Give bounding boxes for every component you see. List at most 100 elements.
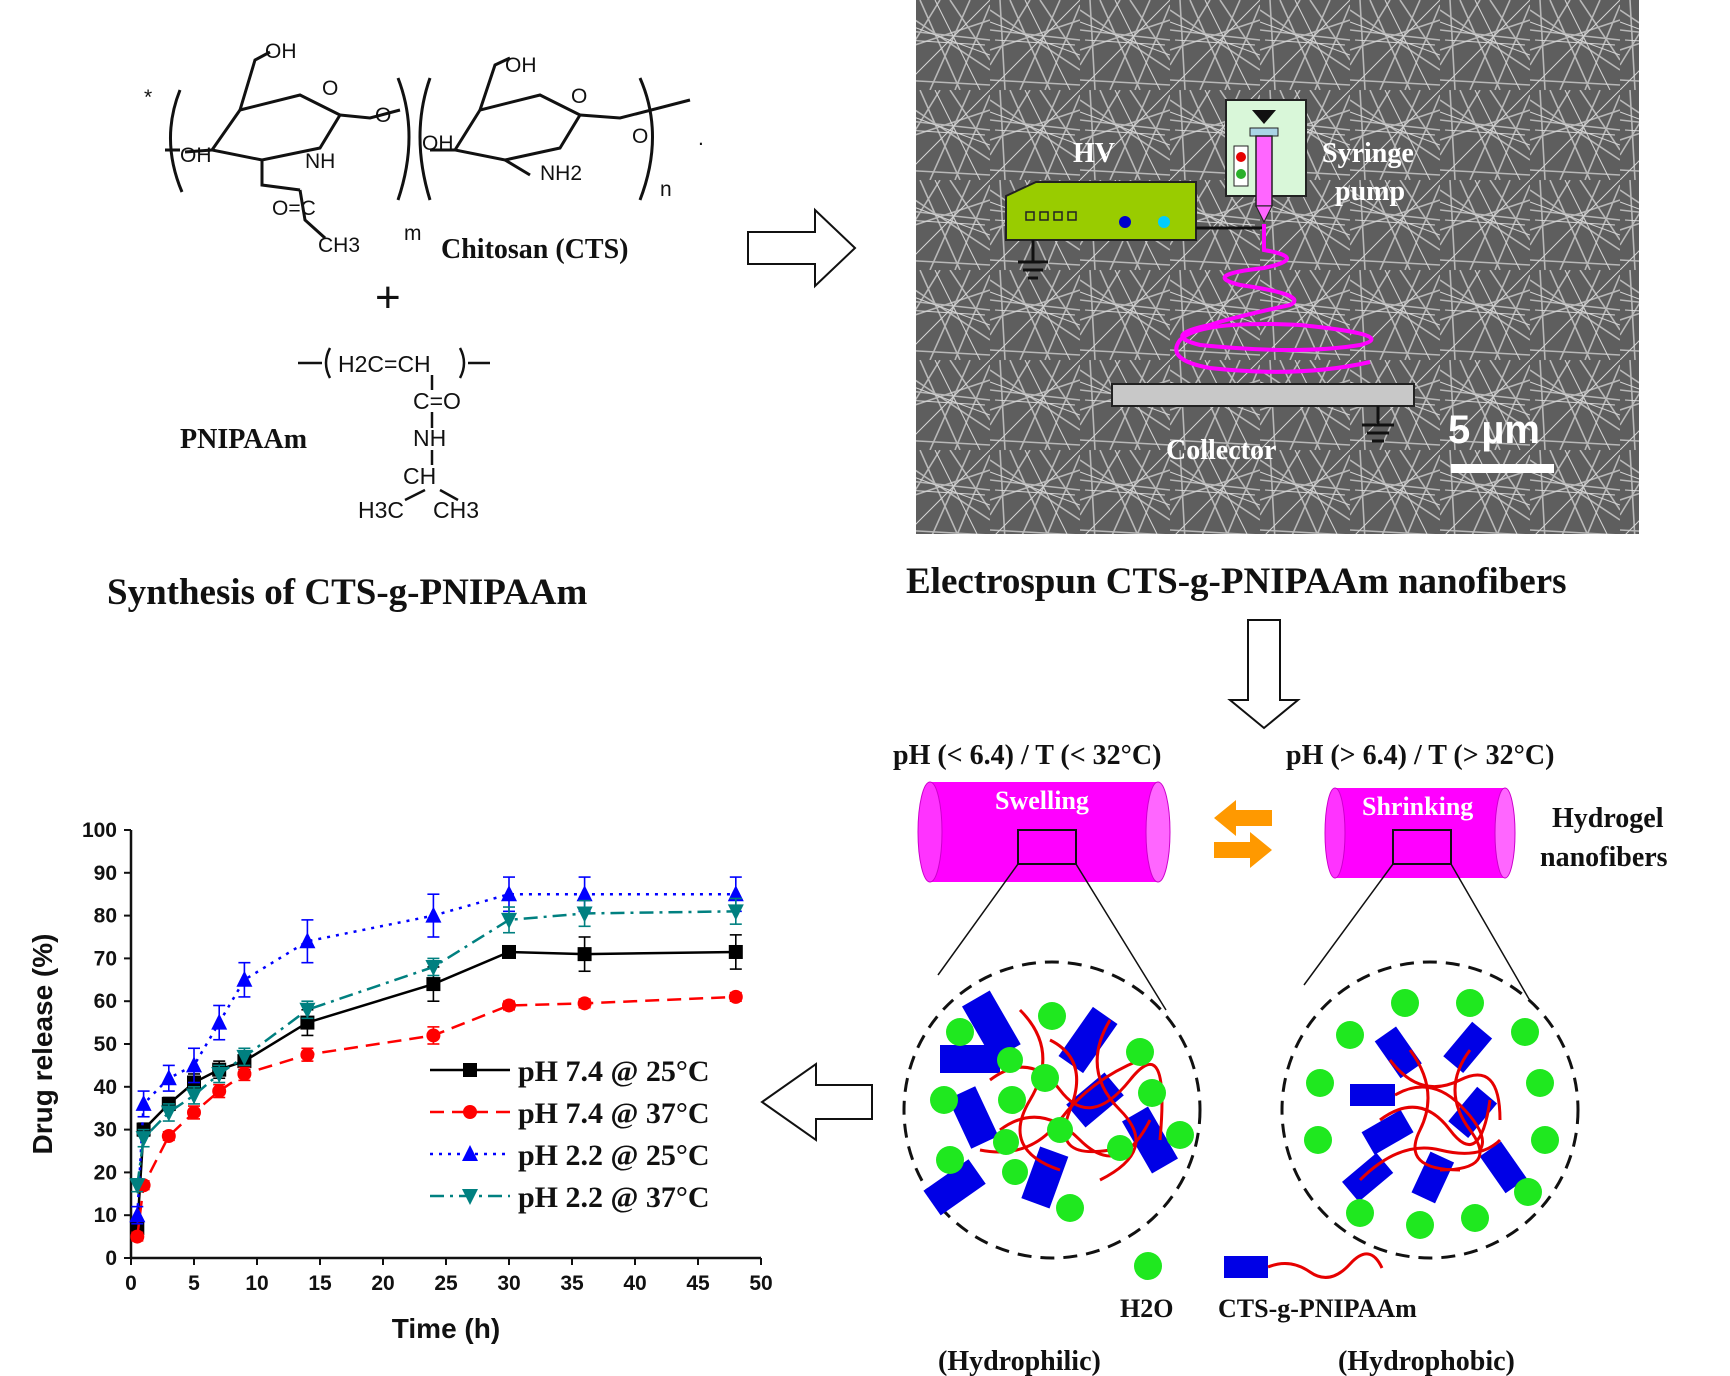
swollen-network <box>902 960 1202 1260</box>
zoom-lines-left <box>937 863 1167 1011</box>
data-point <box>236 970 253 987</box>
series-3 <box>129 897 744 1195</box>
legend-marker <box>463 1105 477 1119</box>
data-point <box>211 1013 228 1030</box>
data-point <box>577 996 592 1011</box>
chem-c-o: C=O <box>413 388 461 414</box>
water-label: H2O <box>1120 1294 1173 1323</box>
nanofibers-label: nanofibers <box>1540 842 1668 873</box>
data-point <box>502 944 516 959</box>
data-point <box>300 1047 315 1062</box>
swelling-fiber <box>917 781 1171 883</box>
y-tick-label: 80 <box>94 905 117 928</box>
chem-o-1: O <box>322 77 338 100</box>
hydrophilic-label: (Hydrophilic) <box>938 1346 1101 1376</box>
chem-dot: . <box>698 127 704 150</box>
synthesis-caption: Synthesis of CTS-g-PNIPAAm <box>107 572 588 613</box>
data-point <box>299 932 316 949</box>
water-dot <box>1134 1252 1162 1280</box>
y-tick-label: 50 <box>94 1033 117 1056</box>
chem-nh-2: NH <box>413 425 446 451</box>
polymer-chain <box>1267 1252 1384 1279</box>
y-tick-label: 40 <box>94 1076 117 1099</box>
chem-oh-1: OH <box>265 40 297 63</box>
data-point <box>426 1028 441 1043</box>
data-point <box>160 1105 177 1122</box>
shrunken-network <box>1280 960 1580 1260</box>
electrospinning-setup <box>1005 99 1554 473</box>
collector-ground-icon <box>1362 406 1394 443</box>
orange-arrow-left <box>1214 800 1272 836</box>
hydrogel-label: Hydrogel <box>1552 803 1664 834</box>
chem-ch3-1: CH3 <box>318 234 360 257</box>
chem-ch3-2: CH3 <box>433 497 479 523</box>
x-tick-label: 40 <box>623 1272 646 1295</box>
data-point <box>299 1002 316 1019</box>
chem-ch: CH <box>403 463 436 489</box>
y-tick-label: 60 <box>94 990 117 1013</box>
orange-arrow-right <box>1214 832 1272 868</box>
polymer-block <box>1224 1256 1268 1278</box>
chart-series <box>129 876 744 1244</box>
chem-o-bridge: O <box>375 104 391 127</box>
chem-nh2: NH2 <box>540 162 582 185</box>
x-tick-label: 5 <box>188 1272 200 1295</box>
pnipaam-label: PNIPAAm <box>180 424 307 455</box>
data-point <box>129 1206 146 1223</box>
data-point <box>211 1066 228 1083</box>
data-point <box>728 944 743 959</box>
x-tick-label: 10 <box>245 1272 268 1295</box>
chem-h3c: H3C <box>358 497 404 523</box>
data-point <box>728 989 743 1004</box>
hv-knob-blue <box>1119 216 1131 228</box>
data-point <box>135 1094 152 1111</box>
chem-o-2: O <box>571 85 587 108</box>
y-tick-label: 20 <box>94 1161 117 1184</box>
legend-marker <box>463 1063 477 1077</box>
data-point <box>161 1129 176 1144</box>
data-point <box>576 906 593 923</box>
legend-entry: pH 2.2 @ 37°C <box>518 1181 710 1214</box>
chem-n: n <box>660 178 672 201</box>
chem-oh-3: OH <box>505 54 537 77</box>
legend-marker <box>462 1189 478 1205</box>
data-point <box>425 959 442 976</box>
collector-label: Collector <box>1166 435 1276 466</box>
data-point <box>187 1105 201 1120</box>
data-point <box>237 1066 252 1081</box>
chem-oc: O=C <box>272 197 316 220</box>
data-point <box>160 1069 177 1086</box>
drug-release-chart: 0 10 20 30 40 50 60 70 80 90 100 0 5 10 15 20 25 30 35 40 45… <box>27 819 773 1344</box>
ground-icon <box>1018 240 1048 280</box>
data-point <box>212 1084 227 1099</box>
series-1 <box>130 989 743 1244</box>
data-point <box>426 977 441 992</box>
x-tick-label: 45 <box>686 1272 710 1295</box>
electrospun-caption: Electrospun CTS-g-PNIPAAm nanofibers <box>906 561 1567 602</box>
swelling-label: Swelling <box>995 786 1089 815</box>
scale-bar <box>1451 464 1554 473</box>
y-tick-label: 90 <box>94 862 117 885</box>
x-tick-label: 0 <box>125 1272 137 1295</box>
data-point <box>727 885 744 902</box>
y-tick-label: 30 <box>94 1119 117 1142</box>
data-point <box>501 885 517 902</box>
chem-oh-4: OH <box>422 132 454 155</box>
zoom-lines-right <box>1303 863 1545 1026</box>
y-tick-label: 70 <box>94 947 117 970</box>
scale-label: 5 µm <box>1448 408 1540 452</box>
data-point <box>186 1056 202 1073</box>
data-point <box>186 1088 202 1105</box>
sem-image <box>916 0 1639 534</box>
collector-plate <box>1111 383 1415 407</box>
data-point <box>129 1178 146 1195</box>
condition-right: pH (> 6.4) / T (> 32°C) <box>1286 740 1554 771</box>
series-line <box>136 892 736 1216</box>
x-tick-label: 20 <box>371 1272 394 1295</box>
legend-entry: pH 7.4 @ 37°C <box>518 1097 710 1130</box>
data-point <box>135 1131 152 1148</box>
x-tick-label: 30 <box>497 1272 520 1295</box>
y-tick-label: 100 <box>82 819 117 842</box>
syringe-label: Syringe <box>1322 138 1414 169</box>
